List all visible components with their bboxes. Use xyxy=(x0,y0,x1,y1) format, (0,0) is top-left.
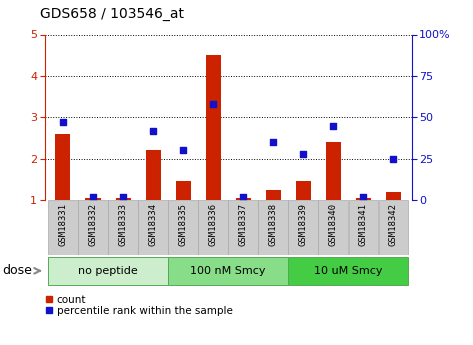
Text: GSM18331: GSM18331 xyxy=(59,203,68,246)
Text: GSM18332: GSM18332 xyxy=(88,203,97,246)
Bar xyxy=(386,192,401,200)
Bar xyxy=(55,134,70,200)
Point xyxy=(270,139,277,145)
Bar xyxy=(138,200,168,255)
Text: GSM18336: GSM18336 xyxy=(209,203,218,246)
Text: 100 nM Smcy: 100 nM Smcy xyxy=(191,266,266,276)
Bar xyxy=(146,150,161,200)
Bar xyxy=(356,198,371,200)
Bar xyxy=(326,142,341,200)
Bar xyxy=(48,257,168,285)
Point xyxy=(179,148,187,153)
Point xyxy=(59,119,67,125)
Text: GSM18337: GSM18337 xyxy=(239,203,248,246)
Bar xyxy=(78,200,108,255)
Bar xyxy=(86,198,101,200)
Bar xyxy=(108,200,138,255)
Text: GSM18341: GSM18341 xyxy=(359,203,368,246)
Text: GSM18339: GSM18339 xyxy=(299,203,308,246)
Bar xyxy=(175,181,191,200)
Point xyxy=(210,101,217,107)
Bar xyxy=(289,257,408,285)
Text: GSM18342: GSM18342 xyxy=(389,203,398,246)
Bar xyxy=(378,200,408,255)
Text: no peptide: no peptide xyxy=(78,266,138,276)
Bar xyxy=(236,198,251,200)
Text: 10 uM Smcy: 10 uM Smcy xyxy=(314,266,383,276)
Point xyxy=(239,194,247,199)
Bar xyxy=(258,200,288,255)
Bar xyxy=(206,55,221,200)
Bar xyxy=(296,181,311,200)
Text: GDS658 / 103546_at: GDS658 / 103546_at xyxy=(40,7,184,21)
Text: GSM18334: GSM18334 xyxy=(149,203,158,246)
Legend: count, percentile rank within the sample: count, percentile rank within the sample xyxy=(45,295,233,316)
Point xyxy=(299,151,307,157)
Bar xyxy=(318,200,348,255)
Bar xyxy=(266,190,281,200)
Bar xyxy=(349,200,378,255)
Bar xyxy=(168,200,198,255)
Point xyxy=(149,128,157,133)
Point xyxy=(330,123,337,128)
Bar xyxy=(168,257,288,285)
Point xyxy=(390,156,397,161)
Point xyxy=(359,194,367,199)
Bar xyxy=(115,198,131,200)
Bar xyxy=(228,200,258,255)
Point xyxy=(89,194,97,199)
Text: dose: dose xyxy=(2,264,32,277)
Text: GSM18340: GSM18340 xyxy=(329,203,338,246)
Text: GSM18333: GSM18333 xyxy=(119,203,128,246)
Text: GSM18335: GSM18335 xyxy=(179,203,188,246)
Bar xyxy=(48,200,78,255)
Text: GSM18338: GSM18338 xyxy=(269,203,278,246)
Point xyxy=(119,194,127,199)
Bar xyxy=(289,200,318,255)
Bar xyxy=(198,200,228,255)
